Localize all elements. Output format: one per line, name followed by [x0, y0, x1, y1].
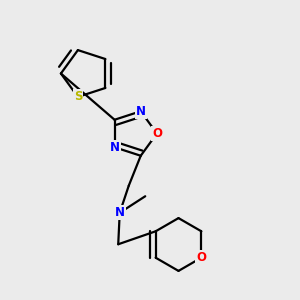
- Text: O: O: [196, 251, 206, 264]
- Text: S: S: [74, 90, 82, 104]
- Text: O: O: [152, 127, 162, 140]
- Text: N: N: [136, 105, 146, 118]
- Text: N: N: [115, 206, 125, 219]
- Text: N: N: [110, 141, 120, 154]
